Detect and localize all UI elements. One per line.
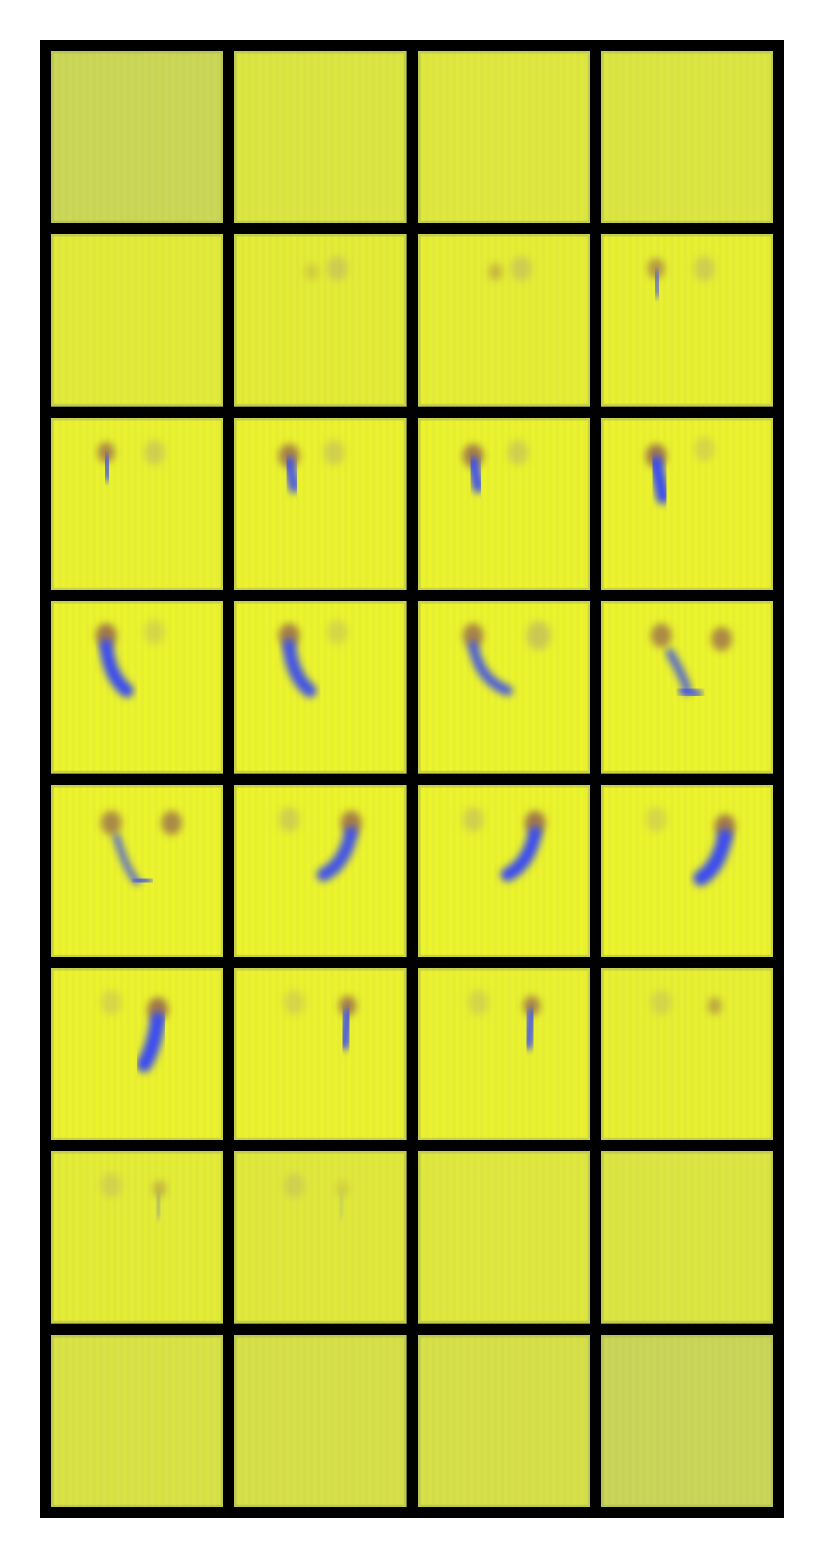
frame-tile-4 [600,51,773,224]
frame-tile-2 [234,51,407,224]
frame-tile-14 [234,601,407,774]
frame-tile-19 [417,784,590,957]
frame-tile-29 [51,1334,224,1507]
frame-tile-17 [51,784,224,957]
frame-tile-8 [600,234,773,407]
frame-tile-18 [234,784,407,957]
frame-tile-13 [51,601,224,774]
grid-border [40,40,784,1518]
frame-tile-12 [600,417,773,591]
frame-tile-9 [51,417,224,591]
frame-tile-1 [51,51,224,224]
frame-tile-32 [600,1334,773,1507]
frame-tile-28 [600,1151,773,1324]
frame-tile-7 [417,234,590,407]
frame-tile-31 [417,1334,590,1507]
frame-tile-15 [417,601,590,774]
frame-tile-21 [51,967,224,1141]
frame-tile-25 [51,1151,224,1324]
frame-tile-27 [417,1151,590,1324]
frame-tile-30 [234,1334,407,1507]
frame-tile-26 [234,1151,407,1324]
frame-tile-10 [234,417,407,591]
frame-tile-6 [234,234,407,407]
frame-tile-5 [51,234,224,407]
frame-tile-20 [600,784,773,957]
frame-tile-11 [417,417,590,591]
frame-tile-3 [417,51,590,224]
frame-tile-22 [234,967,407,1141]
frame-tile-24 [600,967,773,1141]
frame-tile-16 [600,601,773,774]
frame-tile-23 [417,967,590,1141]
